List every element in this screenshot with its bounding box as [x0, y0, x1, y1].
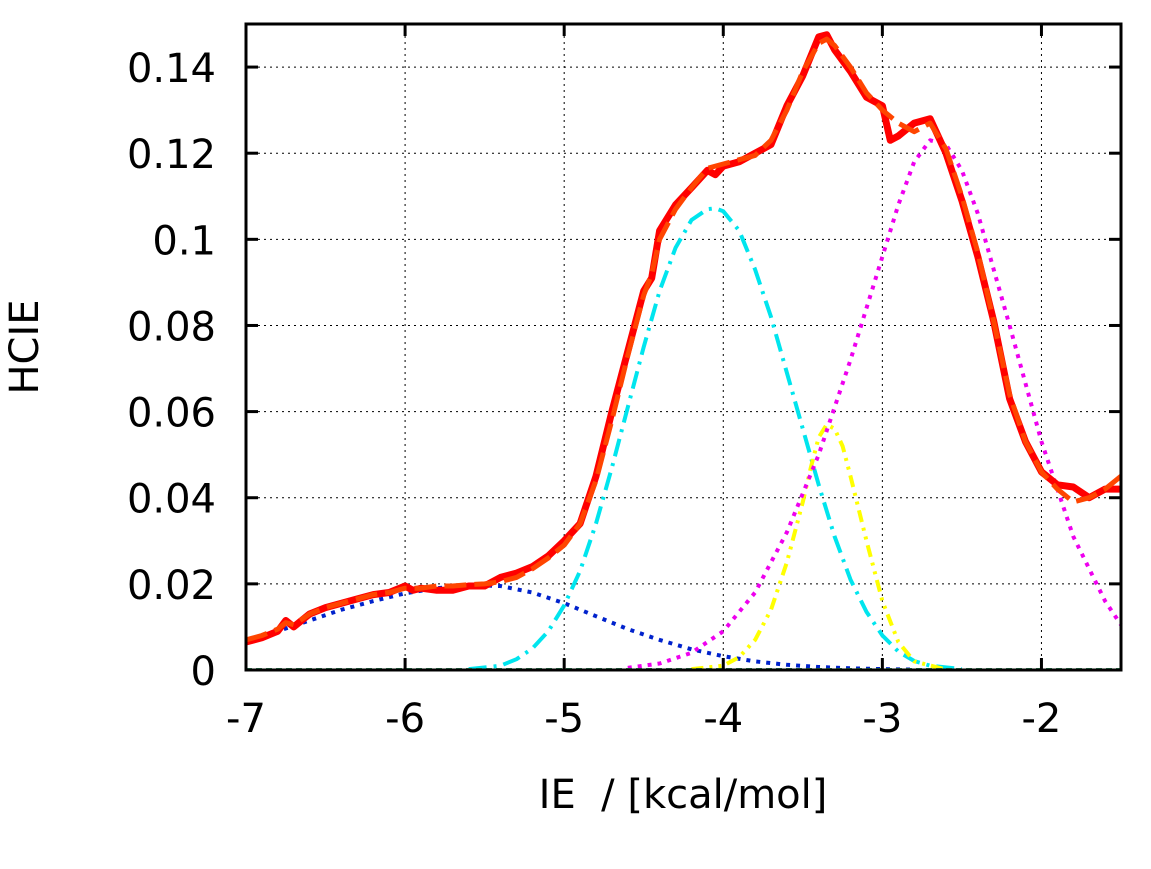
series-line-2: [245, 36, 1123, 643]
grid-layer: [246, 24, 1121, 670]
y-tick-label: 0.04: [127, 477, 216, 523]
y-tick-label: 0.08: [127, 304, 216, 350]
x-tick-label: -3: [862, 696, 902, 742]
y-tick-label: 0.12: [127, 132, 216, 178]
y-tick-label: 0: [191, 649, 216, 695]
series-line-3: [245, 583, 915, 672]
y-tick-label: 0.1: [152, 218, 216, 264]
y-axis-title: HCIE: [2, 299, 48, 394]
y-tick-label: 0.14: [127, 46, 216, 92]
y-tick-label: 0.02: [127, 563, 216, 609]
series-line-6: [627, 138, 1123, 670]
x-tick-label: -6: [385, 696, 425, 742]
x-tick-label: -4: [703, 696, 743, 742]
x-tick-label: -7: [226, 696, 266, 742]
series-line-4: [468, 206, 963, 672]
series-line-1: [245, 31, 1121, 646]
tick-layer: -7 -6 -5 -4 -3 -2 0 0.02 0.04 0.06 0.08 0.1 0.12 0.14: [127, 24, 1121, 742]
series-line-5: [691, 422, 947, 672]
plot-frame: [244, 22, 1123, 672]
x-tick-label: -5: [544, 696, 584, 742]
x-axis-title: IE / [kcal/mol]: [539, 772, 828, 818]
x-tick-label: -2: [1022, 696, 1062, 742]
y-tick-label: 0.06: [127, 391, 216, 437]
series-layer: [245, 31, 1123, 672]
